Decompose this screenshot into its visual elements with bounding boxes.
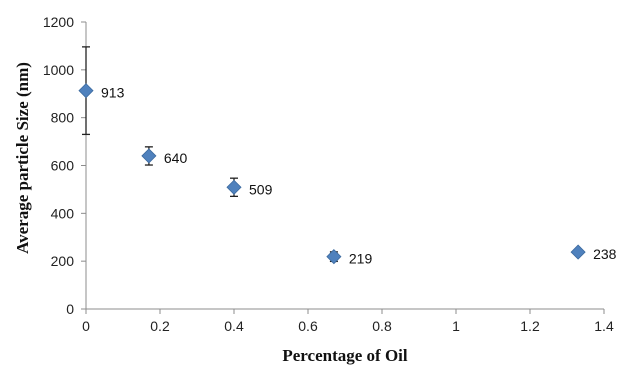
y-tick-label: 400 <box>51 205 75 221</box>
y-tick-label: 1000 <box>43 62 74 78</box>
data-label: 509 <box>249 181 273 197</box>
data-label: 640 <box>164 150 188 166</box>
data-points <box>78 83 586 265</box>
data-label: 219 <box>349 251 373 267</box>
y-tick-label: 600 <box>51 158 75 174</box>
x-tick-label: 0.2 <box>150 318 170 334</box>
data-point <box>78 83 94 99</box>
data-label: 913 <box>101 85 125 101</box>
data-label: 238 <box>593 246 617 262</box>
y-tick-label: 800 <box>51 110 75 126</box>
x-tick-label: 1.2 <box>520 318 540 334</box>
y-tick-label: 0 <box>66 301 74 317</box>
data-labels: 913 640 509 219 238 <box>101 85 617 267</box>
x-axis-title: Percentage of Oil <box>282 346 408 365</box>
x-tick-label: 0 <box>82 318 90 334</box>
y-tick-label: 200 <box>51 253 75 269</box>
data-point <box>570 244 586 260</box>
x-tick-label: 1.4 <box>594 318 614 334</box>
y-axis: 0 200 400 600 800 1000 1200 <box>43 14 87 317</box>
error-bars <box>82 46 338 263</box>
x-tick-label: 0.4 <box>224 318 244 334</box>
x-tick-label: 0.8 <box>372 318 392 334</box>
y-axis-title: Average particle Size (nm) <box>13 62 32 254</box>
y-tick-label: 1200 <box>43 14 74 30</box>
data-point <box>326 249 342 265</box>
x-tick-label: 1 <box>452 318 460 334</box>
x-axis: 0 0.2 0.4 0.6 0.8 1 1.2 1.4 <box>82 308 614 334</box>
data-point <box>226 179 242 195</box>
x-tick-label: 0.6 <box>298 318 318 334</box>
data-point <box>141 148 157 164</box>
